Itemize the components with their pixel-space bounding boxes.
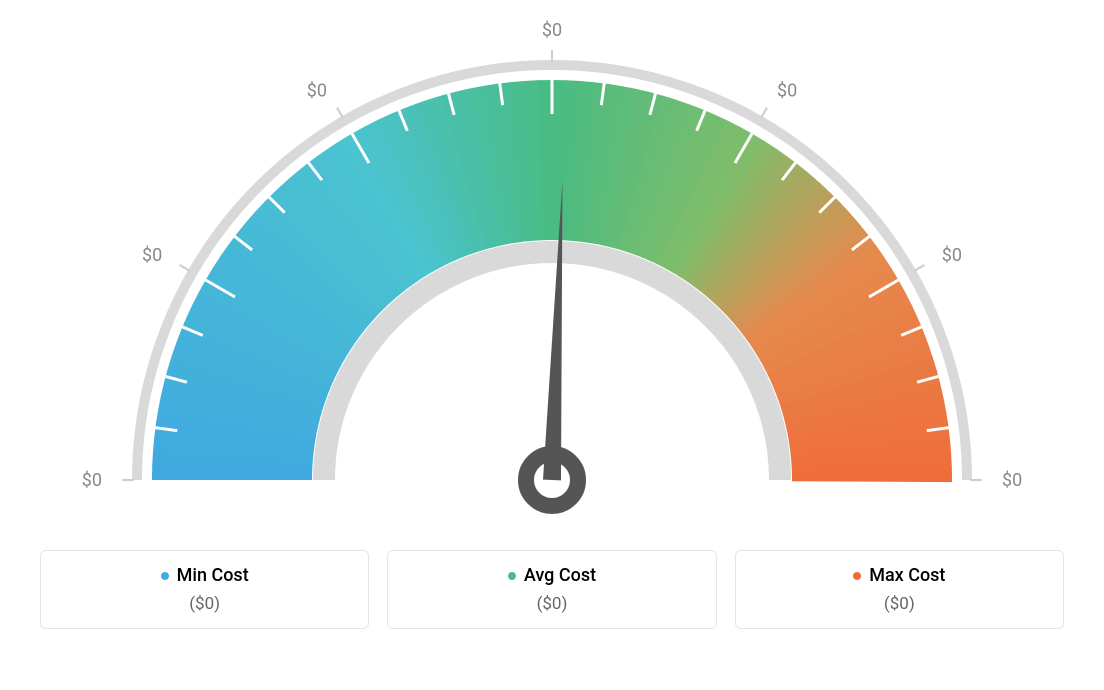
svg-text:$0: $0	[82, 470, 102, 491]
legend-dot-min	[161, 572, 169, 580]
legend-row: Min Cost ($0) Avg Cost ($0) Max Cost ($0…	[40, 550, 1064, 629]
legend-dot-avg	[508, 572, 516, 580]
svg-text:$0: $0	[542, 20, 562, 41]
svg-text:$0: $0	[1002, 470, 1022, 491]
svg-text:$0: $0	[777, 80, 797, 101]
svg-text:$0: $0	[942, 245, 962, 266]
legend-label-max: Max Cost	[869, 565, 945, 586]
legend-label-min: Min Cost	[177, 565, 249, 586]
legend-card-max: Max Cost ($0)	[735, 550, 1064, 629]
svg-text:$0: $0	[142, 245, 162, 266]
legend-dot-max	[853, 572, 861, 580]
legend-title-avg: Avg Cost	[508, 565, 596, 586]
legend-value-min: ($0)	[189, 594, 220, 614]
cost-gauge-container: $0 $0 $0 $0 $0 $0 $0 Min Cost ($0) Avg Cost ($…	[0, 0, 1104, 690]
legend-card-min: Min Cost ($0)	[40, 550, 369, 629]
legend-card-avg: Avg Cost ($0)	[387, 550, 716, 629]
svg-text:$0: $0	[307, 80, 327, 101]
legend-value-max: ($0)	[884, 594, 915, 614]
gauge-chart: $0 $0 $0 $0 $0 $0 $0	[40, 20, 1064, 540]
legend-value-avg: ($0)	[537, 594, 568, 614]
legend-title-min: Min Cost	[161, 565, 249, 586]
legend-label-avg: Avg Cost	[524, 565, 596, 586]
legend-title-max: Max Cost	[853, 565, 945, 586]
